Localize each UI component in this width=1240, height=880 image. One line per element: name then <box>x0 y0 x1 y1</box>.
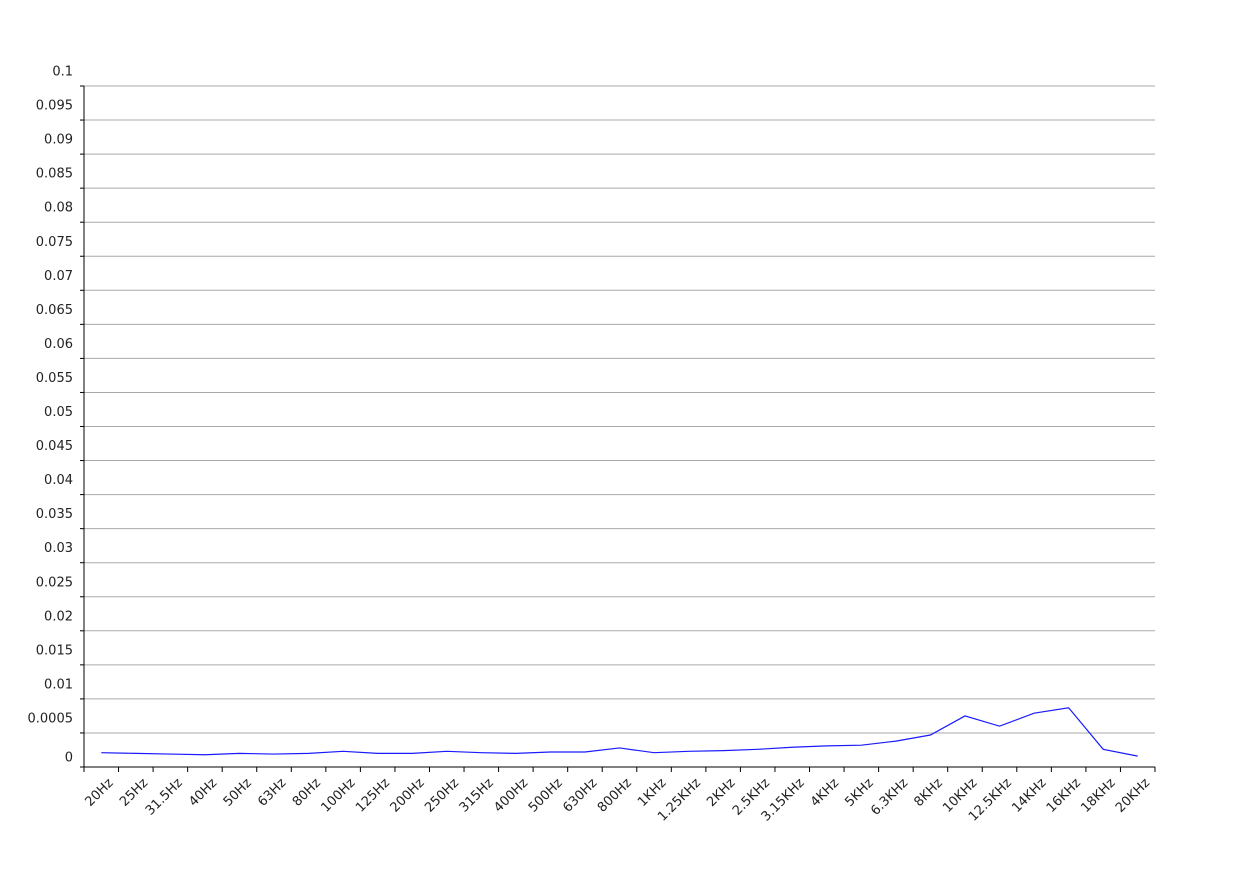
y-tick-label: 0.04 <box>44 473 73 488</box>
x-tick-label: 4KHz <box>808 776 842 810</box>
y-tick-label: 0.05 <box>44 405 73 420</box>
x-tick-label: 100Hz <box>319 776 359 816</box>
x-tick-label: 630Hz <box>560 776 600 816</box>
x-tick-label: 20Hz <box>83 776 117 810</box>
data-line <box>101 707 1138 757</box>
x-tick-label: 63Hz <box>255 776 289 810</box>
x-tick-label: 16KHz <box>1044 776 1084 816</box>
y-tick-label: 0.035 <box>36 507 73 522</box>
x-tick-label: 400Hz <box>491 776 531 816</box>
y-tick-label: 0.055 <box>36 371 73 386</box>
y-tick-label: 0.045 <box>36 439 73 454</box>
y-tick-label: 0.09 <box>44 133 73 148</box>
y-tick-label: 0.01 <box>44 677 73 692</box>
y-tick-label: 0.02 <box>44 609 73 624</box>
y-tick-label: 0.08 <box>44 201 73 216</box>
y-tick-label: 0.085 <box>36 167 73 182</box>
x-tick-label: 14KHz <box>1009 776 1049 816</box>
y-tick-label: 0.075 <box>36 235 73 250</box>
y-tick-label: 0.06 <box>44 337 73 352</box>
x-tick-label: 40Hz <box>186 776 220 810</box>
x-tick-label: 125Hz <box>353 776 393 816</box>
y-tick-label: 0.065 <box>36 303 73 318</box>
y-tick-label: 0.015 <box>36 643 73 658</box>
x-tick-label: 31.5Hz <box>143 776 186 819</box>
x-tick-label: 800Hz <box>595 776 635 816</box>
y-tick-label: 0.1 <box>52 65 73 80</box>
x-tick-label: 6.3KHz <box>868 776 911 819</box>
x-tick-label: 200Hz <box>388 776 428 816</box>
y-tick-label: 0.07 <box>44 269 73 284</box>
y-tick-label: 0 <box>65 751 73 766</box>
x-tick-label: 20KHz <box>1113 776 1153 816</box>
x-tick-label: 250Hz <box>422 776 462 816</box>
y-tick-label: 0.03 <box>44 541 73 556</box>
y-tick-label: 0.025 <box>36 575 73 590</box>
x-tick-label: 315Hz <box>457 776 497 816</box>
x-tick-label: 18KHz <box>1078 776 1118 816</box>
x-tick-label: 50Hz <box>221 776 255 810</box>
y-tick-label: 0.0005 <box>28 711 74 726</box>
x-tick-label: 500Hz <box>526 776 566 816</box>
y-tick-label: 0.095 <box>36 99 73 114</box>
